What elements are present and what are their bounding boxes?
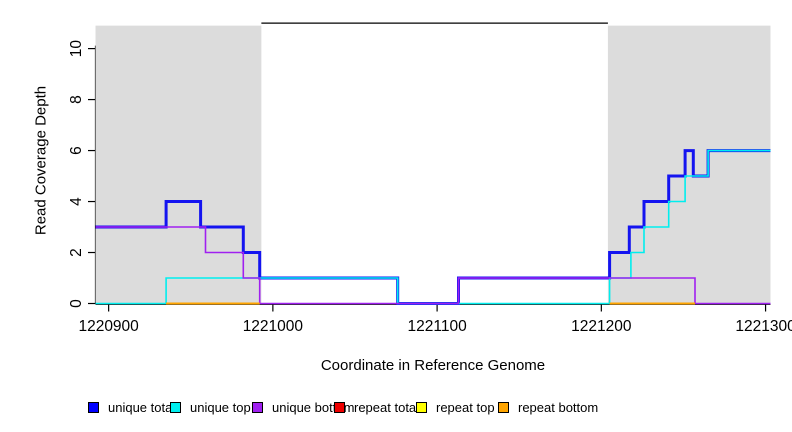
y-tick-label: 0 bbox=[68, 299, 85, 308]
legend-label: repeat bottom bbox=[518, 399, 599, 415]
series-unique-bottom bbox=[95, 226, 771, 305]
legend-swatch-repeat-total bbox=[334, 401, 345, 413]
legend-swatch-unique-bottom bbox=[252, 401, 263, 413]
series-unique-top bbox=[95, 149, 771, 305]
x-tick-label: 1221200 bbox=[571, 318, 632, 335]
y-tick-label: 8 bbox=[68, 95, 85, 104]
legend-swatch-repeat-bottom bbox=[498, 401, 509, 413]
x-tick-label: 1221000 bbox=[243, 318, 304, 335]
y-tick-label: 4 bbox=[68, 197, 85, 206]
legend-swatch-repeat-top bbox=[416, 401, 427, 413]
coverage-plot: 1220900 1221000 1221100 1221200 1221300 0 2 4 6 8… bbox=[68, 22, 792, 335]
legend-label: unique bottom bbox=[272, 399, 355, 415]
legend-swatch-unique-top bbox=[170, 401, 181, 413]
legend: unique total unique top unique bottom repea… bbox=[0, 396, 792, 418]
legend-label: repeat top bbox=[436, 399, 495, 415]
legend-item-repeat-top: repeat top bbox=[416, 396, 495, 418]
legend-label: unique total bbox=[108, 399, 176, 415]
legend-item-unique-top: unique top bbox=[170, 396, 251, 418]
x-tick-label: 1221100 bbox=[408, 318, 468, 335]
x-tick-label: 1221300 bbox=[735, 318, 792, 335]
y-axis-title: Read Coverage Depth bbox=[32, 85, 50, 236]
y-tick-label: 6 bbox=[68, 146, 85, 155]
legend-label: repeat total bbox=[354, 399, 420, 415]
legend-item-unique-total: unique total bbox=[88, 396, 175, 418]
legend-item-unique-bottom: unique bottom bbox=[252, 396, 354, 418]
legend-item-repeat-total: repeat total bbox=[334, 396, 419, 418]
legend-item-repeat-bottom: repeat bottom bbox=[498, 396, 598, 418]
series-unique-total bbox=[95, 149, 771, 305]
repeat-region-shading bbox=[95, 25, 262, 304]
legend-swatch-unique-total bbox=[88, 401, 99, 413]
y-tick-label: 10 bbox=[68, 40, 85, 58]
y-tick-label: 2 bbox=[68, 248, 85, 257]
legend-label: unique top bbox=[190, 399, 251, 415]
x-tick-label: 1220900 bbox=[78, 318, 139, 335]
x-axis-title: Coordinate in Reference Genome bbox=[320, 357, 546, 374]
repeat-region-shading bbox=[607, 25, 771, 304]
